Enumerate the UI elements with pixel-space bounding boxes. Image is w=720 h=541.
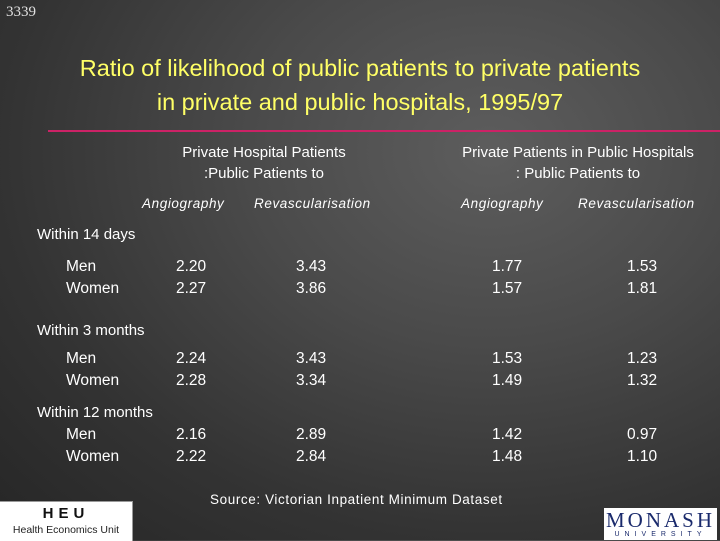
slide-title-line-2: in private and public hospitals, 1995/97 (156, 89, 564, 115)
column-header-angiography-private: Angiography (142, 196, 225, 211)
column-group-public-hospital-line-2: : Public Patients to (515, 165, 641, 182)
table-cell: 1.53 (492, 350, 523, 367)
table-cell: 2.89 (296, 426, 327, 443)
table-cell: 1.53 (627, 258, 658, 275)
column-group-public-hospital: Private Patients in Public Hospitals : P… (433, 142, 720, 184)
table-cell: 1.32 (627, 372, 658, 389)
heu-logo-unit: Health Economics Unit (12, 524, 120, 536)
row-label-women: Women (66, 448, 120, 465)
monash-logo-sub: UNIVERSITY (614, 531, 707, 538)
table-cell: 2.84 (296, 448, 327, 465)
row-label-women: Women (66, 372, 120, 389)
title-divider (48, 130, 720, 132)
table-cell: 2.24 (176, 350, 207, 367)
column-header-revascularisation-private: Revascularisation (254, 196, 371, 211)
table-cell: 1.48 (492, 448, 523, 465)
table-cell: 2.16 (176, 426, 207, 443)
table-cell: 1.23 (627, 350, 658, 367)
table-cell: 1.42 (492, 426, 523, 443)
section-label-14-days: Within 14 days (37, 226, 136, 243)
table-cell: 3.86 (296, 280, 327, 297)
column-header-revascularisation-public: Revascularisation (578, 196, 695, 211)
column-group-private-hospital-line-2: :Public Patients to (203, 165, 325, 182)
heu-logo: HEU Health Economics Unit (0, 501, 133, 541)
source-note: Source: Victorian Inpatient Minimum Data… (210, 492, 503, 507)
table-cell: 0.97 (627, 426, 658, 443)
heu-logo-name: HEU (42, 505, 90, 522)
table-cell: 2.28 (176, 372, 207, 389)
column-group-private-hospital-line-1: Private Hospital Patients (182, 144, 346, 161)
row-label-men: Men (66, 258, 97, 275)
row-label-men: Men (66, 350, 97, 367)
table-cell: 1.77 (492, 258, 523, 275)
section-label-3-months: Within 3 months (37, 322, 145, 339)
table-cell: 3.43 (296, 350, 327, 367)
table-cell: 1.57 (492, 280, 523, 297)
table-cell: 2.22 (176, 448, 207, 465)
monash-logo-name: MONASH (605, 508, 715, 532)
table-cell: 3.43 (296, 258, 327, 275)
table-cell: 2.20 (176, 258, 207, 275)
table-cell: 1.81 (627, 280, 658, 297)
column-group-private-hospital: Private Hospital Patients :Public Patien… (124, 142, 404, 184)
row-label-men: Men (66, 426, 97, 443)
table-cell: 3.34 (296, 372, 327, 389)
table-cell: 1.49 (492, 372, 523, 389)
slide-title-line-1: Ratio of likelihood of public patients t… (79, 55, 641, 81)
row-label-women: Women (66, 280, 120, 297)
column-header-angiography-public: Angiography (461, 196, 544, 211)
monash-university-logo: MONASH UNIVERSITY (604, 508, 717, 540)
slide-number: 3339 (6, 4, 36, 20)
table-cell: 2.27 (176, 280, 207, 297)
table-cell: 1.10 (627, 448, 658, 465)
section-label-12-months: Within 12 months (37, 404, 153, 421)
column-group-public-hospital-line-1: Private Patients in Public Hospitals (462, 144, 694, 161)
